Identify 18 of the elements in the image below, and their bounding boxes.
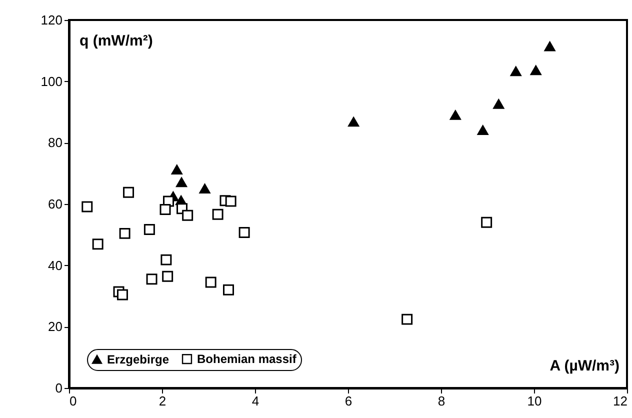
y-tick-label: 60 (48, 196, 62, 212)
x-axis-title: A (µW/m³) (550, 358, 620, 374)
y-tick-label: 0 (55, 380, 62, 396)
y-tick-label: 120 (40, 12, 62, 28)
y-tick-label: 100 (40, 74, 62, 89)
legend-label: Bohemian massif (197, 352, 298, 366)
x-tick-label: 10 (527, 394, 542, 408)
x-tick-label: 4 (252, 394, 260, 408)
y-tick-label: 20 (48, 319, 62, 334)
x-tick-label: 0 (70, 394, 77, 408)
y-tick-label: 40 (48, 258, 62, 273)
x-tick-label: 12 (613, 394, 628, 408)
x-tick-label: 2 (158, 394, 166, 408)
x-tick-label: 6 (344, 394, 352, 408)
x-tick-label: 8 (438, 394, 446, 408)
legend-label: Erzgebirge (107, 352, 170, 366)
y-axis-title: q (mW/m²) (80, 32, 153, 50)
y-tick-label: 80 (48, 135, 62, 150)
